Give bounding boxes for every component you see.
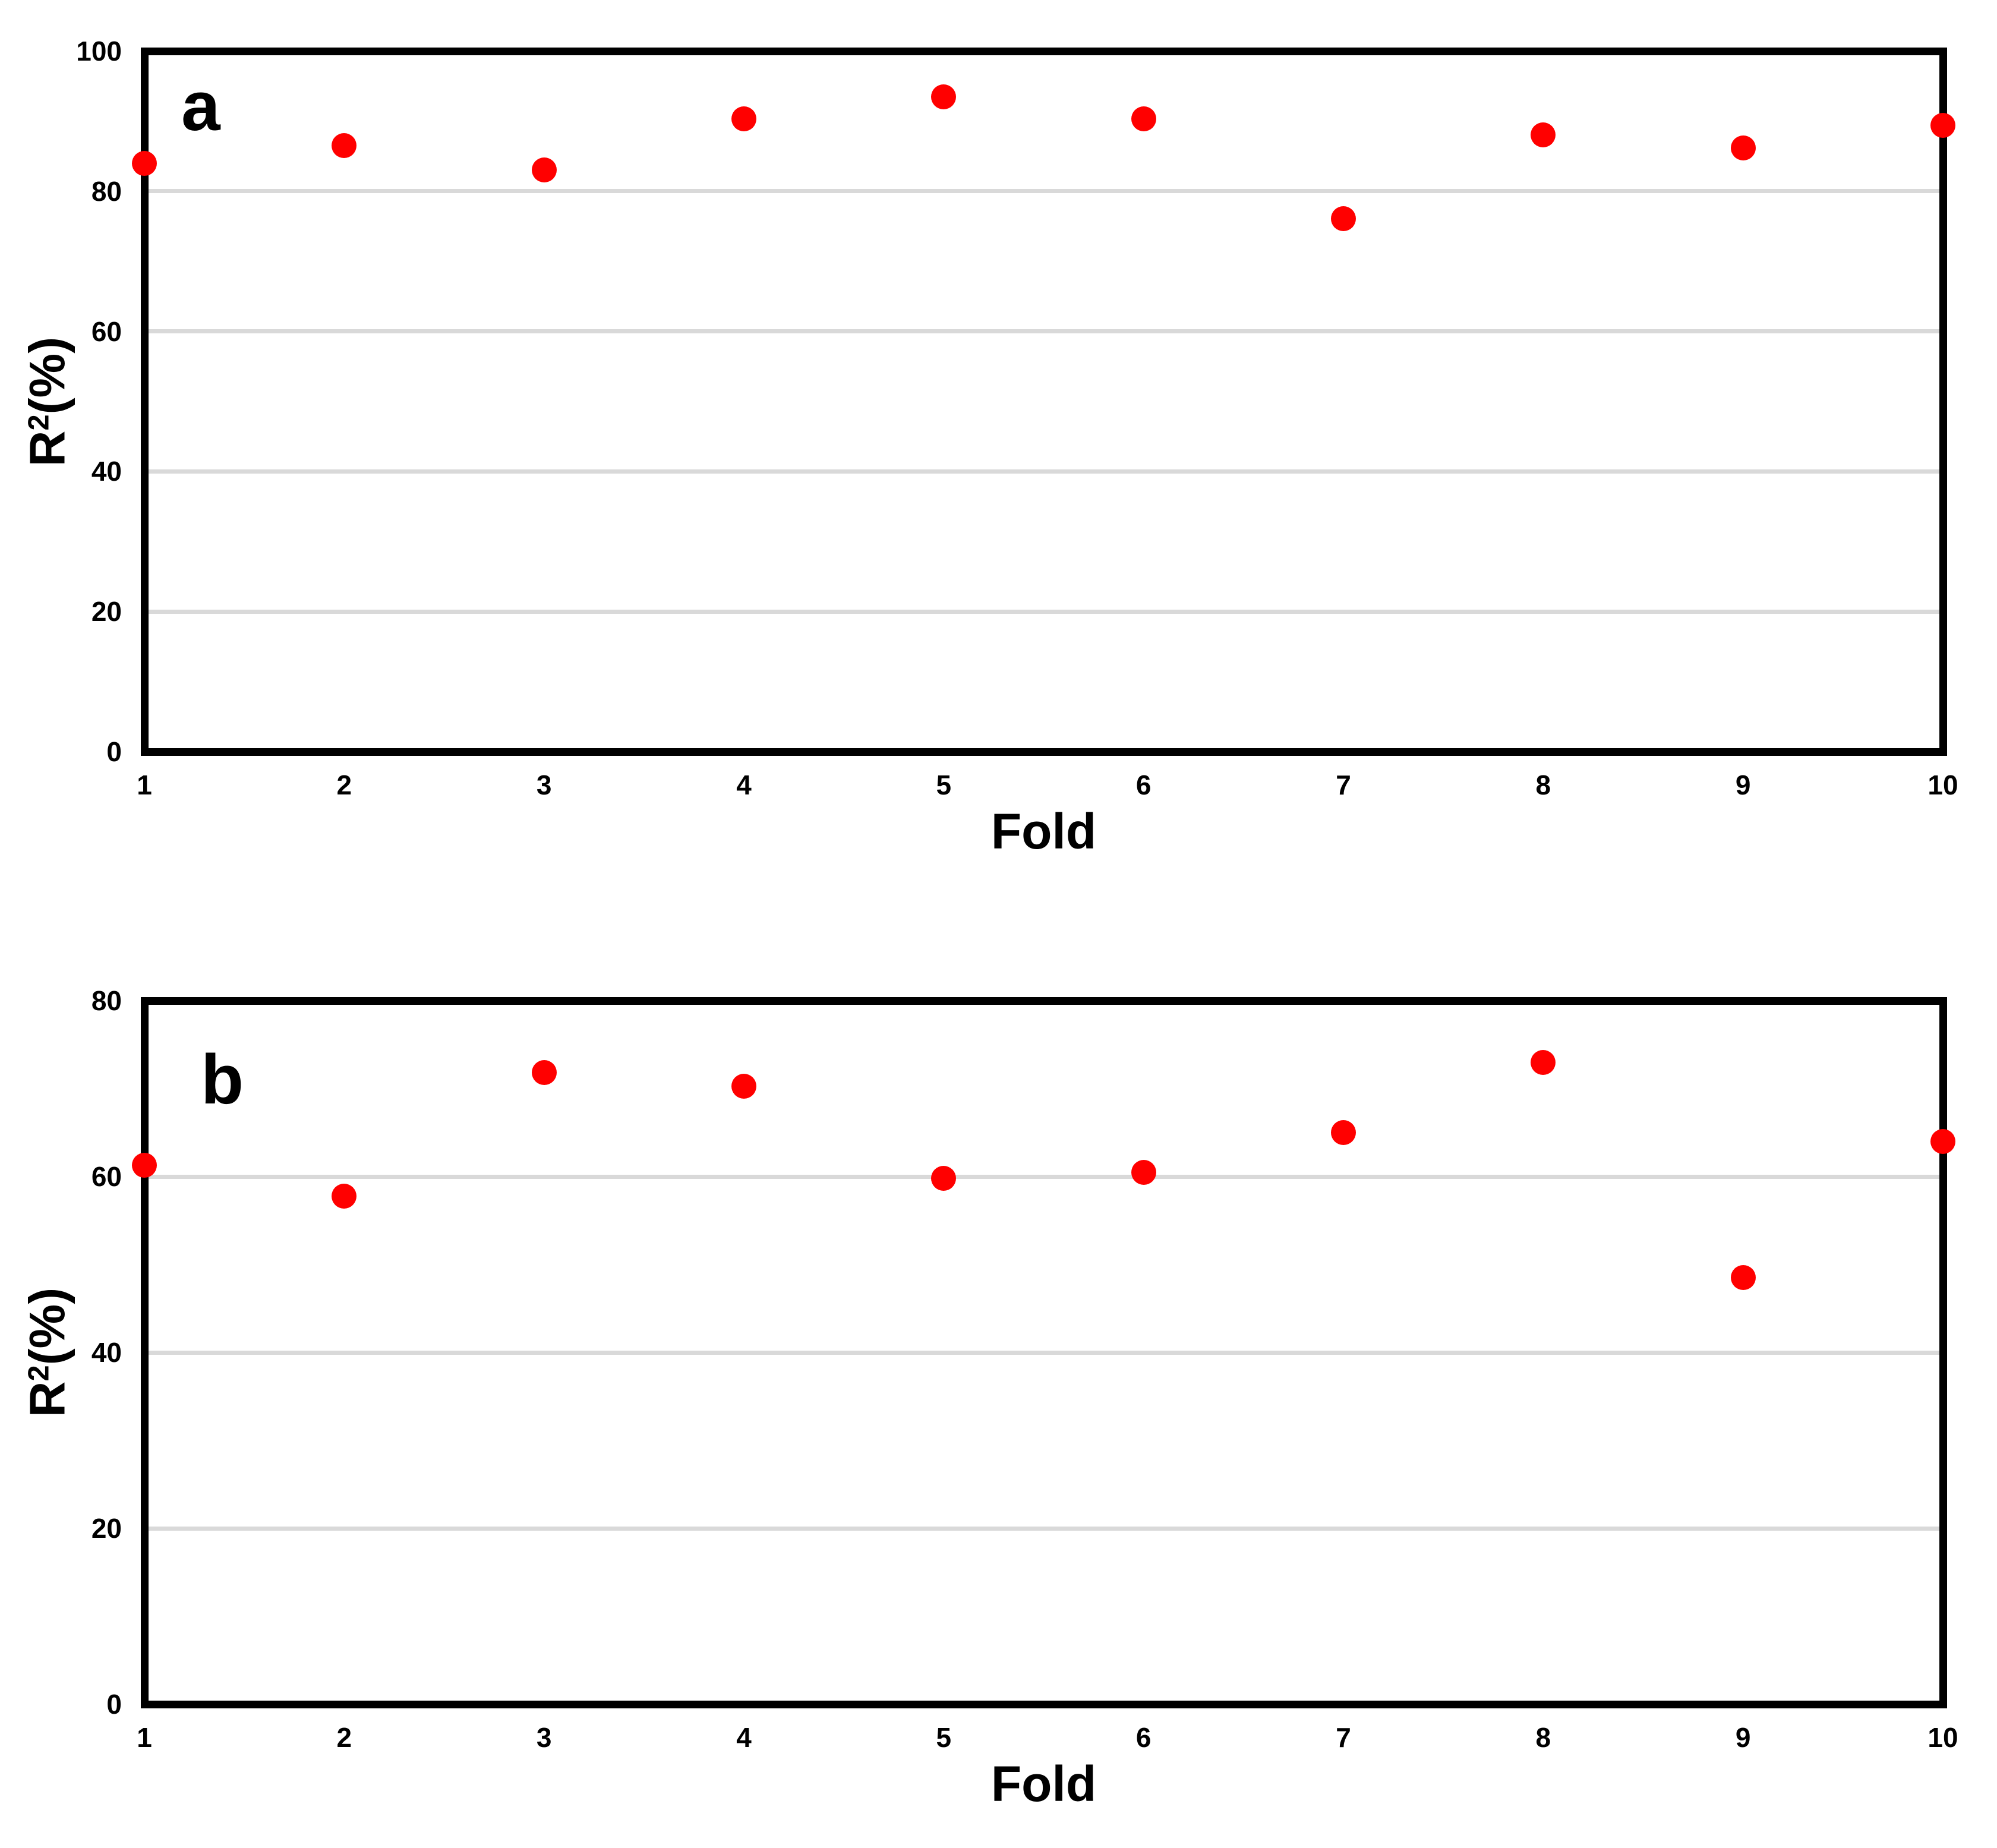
data-point-fold-8 (1531, 122, 1556, 148)
x-tick-label: 2 (336, 770, 352, 800)
plot-border (140, 47, 1947, 756)
data-point-fold-2 (332, 1183, 357, 1209)
panel-label: b (201, 1040, 244, 1119)
x-axis-title: Fold (990, 1756, 1097, 1812)
data-point-fold-3 (531, 1060, 557, 1086)
y-tick-label: 40 (91, 456, 122, 487)
y-axis-title-base: R (19, 1381, 75, 1418)
data-point-fold-7 (1331, 1120, 1356, 1145)
gridline-20 (144, 609, 1943, 614)
x-tick-label: 10 (1927, 770, 1958, 800)
y-tick-label: 80 (91, 175, 122, 207)
data-point-fold-10 (1930, 1128, 1955, 1154)
x-tick-label: 8 (1535, 770, 1551, 800)
data-point-fold-6 (1131, 1159, 1156, 1185)
x-tick-label: 9 (1735, 770, 1751, 800)
x-tick-label: 7 (1336, 770, 1351, 800)
data-point-fold-1 (132, 150, 157, 176)
data-point-fold-4 (731, 106, 756, 132)
data-point-fold-2 (332, 133, 357, 159)
gridline-60 (144, 1174, 1943, 1179)
plot-border (140, 996, 1947, 1708)
y-tick-label: 0 (106, 1689, 122, 1720)
x-tick-label: 5 (936, 1722, 952, 1753)
data-point-fold-10 (1930, 112, 1955, 138)
data-point-fold-9 (1730, 135, 1756, 160)
y-tick-label: 80 (91, 985, 122, 1016)
data-point-fold-5 (931, 1165, 957, 1191)
x-tick-label: 6 (1135, 770, 1151, 800)
x-tick-label: 4 (736, 770, 752, 800)
x-tick-label: 8 (1535, 1722, 1551, 1753)
y-tick-label: 0 (106, 736, 122, 767)
y-tick-label: 100 (76, 36, 122, 67)
gridline-80 (144, 189, 1943, 194)
gridline-20 (144, 1526, 1943, 1531)
y-axis-title: R2(%) (19, 1288, 77, 1417)
gridline-40 (144, 1350, 1943, 1355)
data-point-fold-8 (1531, 1049, 1556, 1075)
y-tick-label: 20 (91, 596, 122, 627)
data-point-fold-4 (731, 1073, 756, 1099)
x-tick-label: 2 (336, 1722, 352, 1753)
y-axis-title-superscript: 2 (23, 1365, 55, 1382)
x-axis-title: Fold (990, 803, 1097, 859)
y-tick-label: 60 (91, 316, 122, 347)
y-tick-label: 60 (91, 1161, 122, 1192)
x-tick-label: 7 (1336, 1722, 1351, 1753)
y-tick-label: 20 (91, 1513, 122, 1544)
data-point-fold-7 (1331, 206, 1356, 231)
data-point-fold-1 (132, 1152, 157, 1178)
x-tick-label: 1 (137, 1722, 152, 1753)
x-tick-label: 3 (536, 770, 552, 800)
x-tick-label: 6 (1135, 1722, 1151, 1753)
gridline-60 (144, 329, 1943, 334)
x-tick-label: 5 (936, 770, 952, 800)
data-point-fold-5 (931, 84, 957, 109)
y-axis-title-rest: (%) (19, 1287, 75, 1365)
y-tick-label: 40 (91, 1337, 122, 1368)
x-tick-label: 1 (137, 770, 152, 800)
x-tick-label: 10 (1927, 1722, 1958, 1753)
panel-label: a (181, 67, 220, 146)
x-tick-label: 9 (1735, 1722, 1751, 1753)
data-point-fold-6 (1131, 106, 1156, 132)
data-point-fold-9 (1730, 1265, 1756, 1291)
x-tick-label: 3 (536, 1722, 552, 1753)
data-point-fold-3 (531, 157, 557, 183)
gridline-40 (144, 469, 1943, 474)
x-tick-label: 4 (736, 1722, 752, 1753)
